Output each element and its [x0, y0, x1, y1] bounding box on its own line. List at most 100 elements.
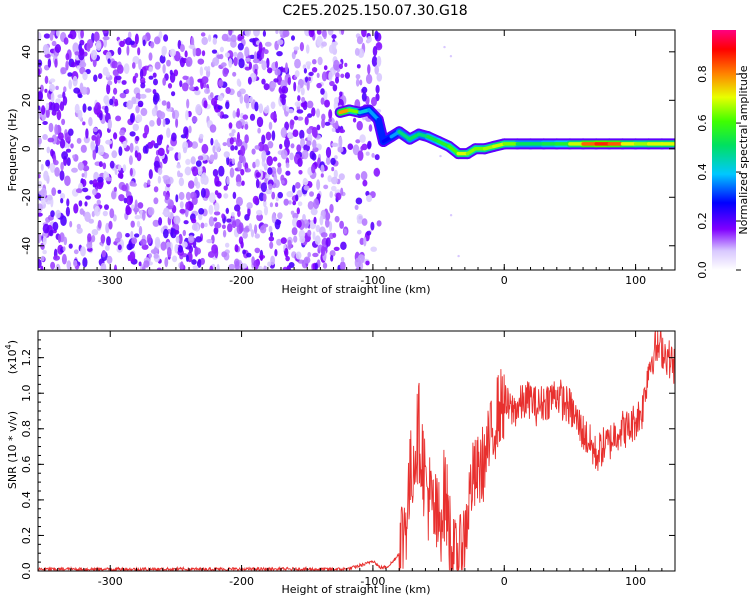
noise-speckle — [138, 261, 142, 267]
noise-speckle — [47, 58, 52, 68]
noise-speckle — [185, 201, 190, 210]
noise-speckle — [67, 33, 73, 39]
signal-track-layer — [334, 104, 675, 160]
noise-speckle — [74, 51, 80, 56]
noise-speckle — [63, 236, 68, 246]
noise-speckle — [228, 132, 235, 137]
noise-speckle — [237, 33, 245, 41]
noise-speckle — [216, 54, 222, 59]
noise-speckle — [97, 219, 102, 229]
noise-speckle — [277, 39, 284, 46]
noise-speckle — [117, 47, 122, 55]
noise-speckle — [55, 209, 61, 219]
noise-speckle — [316, 82, 322, 89]
x-tick-label: 0 — [501, 274, 508, 287]
x-tick-label: -200 — [229, 575, 254, 588]
noise-speckle — [235, 120, 243, 129]
noise-speckle — [48, 122, 54, 133]
noise-speckle — [328, 118, 332, 122]
noise-speckle — [73, 249, 79, 255]
noise-speckle — [314, 262, 318, 270]
noise-speckle — [38, 203, 43, 213]
noise-speckle — [371, 55, 378, 67]
noise-speckle — [179, 57, 185, 68]
noise-speckle — [201, 50, 206, 57]
noise-speckle — [126, 45, 130, 56]
noise-speckle — [113, 87, 118, 95]
noise-speckle — [159, 54, 166, 64]
noise-speckle — [102, 162, 107, 170]
noise-speckle — [244, 134, 249, 144]
noise-speckle — [230, 145, 235, 151]
noise-speckle — [206, 239, 213, 244]
noise-speckle — [163, 34, 169, 42]
noise-speckle — [366, 36, 372, 43]
noise-speckle — [333, 97, 340, 105]
signal-track-core — [426, 134, 441, 144]
noise-speckle — [92, 57, 97, 68]
noise-speckle — [270, 255, 275, 266]
noise-speckle — [328, 44, 335, 54]
noise-speckle — [320, 173, 324, 178]
noise-speckle — [352, 117, 357, 123]
noise-speckle — [300, 87, 305, 96]
noise-speckle — [158, 31, 163, 39]
noise-speckle — [197, 58, 205, 65]
noise-speckle — [98, 73, 103, 80]
noise-speckle — [247, 206, 251, 217]
signal-track-core — [347, 108, 362, 115]
noise-speckle — [217, 192, 222, 199]
noise-speckle — [252, 58, 260, 64]
noise-speckle — [241, 263, 248, 269]
noise-speckle — [296, 144, 302, 152]
chart-title: C2E5.2025.150.07.30.G18 — [282, 3, 467, 19]
noise-speckle — [296, 190, 303, 198]
noise-speckle — [327, 175, 332, 183]
noise-speckle — [121, 80, 127, 85]
noise-speckle — [285, 255, 290, 262]
noise-speckle — [266, 57, 270, 69]
colorbar-tick-label: 0.6 — [696, 114, 709, 131]
noise-speckle — [213, 227, 219, 235]
noise-speckle — [355, 139, 361, 144]
noise-speckle — [162, 64, 166, 74]
noise-speckle — [129, 142, 134, 153]
noise-speckle — [154, 61, 161, 70]
noise-speckle — [125, 183, 129, 193]
noise-speckle — [363, 236, 367, 247]
snr-line — [38, 331, 675, 571]
spectrogram-x-axis-title: Height of straight line (km) — [281, 283, 430, 296]
noise-speckle — [188, 44, 196, 50]
noise-speckle — [281, 180, 285, 185]
noise-speckle — [268, 225, 273, 233]
noise-speckle — [54, 167, 60, 177]
noise-speckle — [211, 97, 218, 106]
noise-speckle — [209, 265, 214, 270]
y-tick-label: 0.2 — [20, 527, 33, 545]
noise-speckle — [103, 38, 107, 48]
noise-speckle — [103, 95, 110, 105]
noise-speckle — [100, 234, 106, 244]
noise-speckle — [129, 131, 136, 137]
noise-speckle — [132, 62, 136, 69]
noise-speckle — [340, 187, 344, 196]
noise-speckle — [43, 170, 49, 181]
noise-speckle — [307, 229, 312, 237]
noise-speckle — [361, 218, 368, 226]
noise-speckle — [157, 167, 163, 175]
noise-speckle — [178, 233, 183, 245]
noise-speckle — [299, 235, 306, 244]
noise-speckle — [376, 220, 382, 227]
noise-speckle — [312, 252, 319, 258]
noise-speckle — [45, 159, 50, 167]
noise-speckle — [104, 204, 109, 210]
noise-speckle — [144, 144, 149, 154]
noise-speckle — [197, 155, 204, 161]
noise-speckle — [101, 250, 107, 258]
noise-speckle — [295, 251, 302, 260]
noise-speckle — [258, 141, 265, 152]
noise-speckle — [203, 100, 208, 109]
noise-speckle — [61, 151, 68, 160]
noise-speckle — [303, 68, 307, 74]
